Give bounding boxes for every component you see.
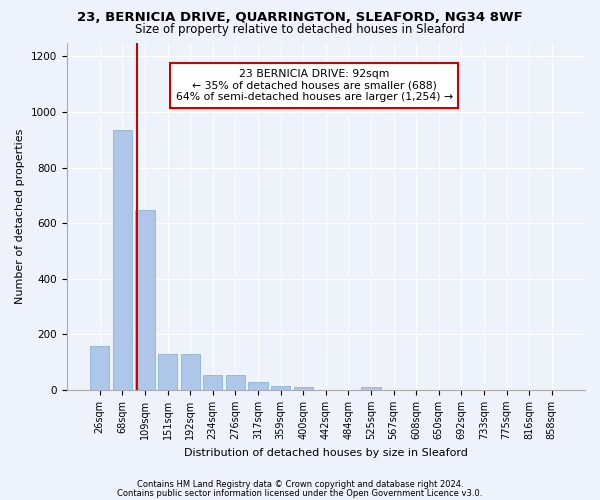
Bar	[293, 386, 313, 390]
Bar	[203, 374, 223, 390]
Bar	[158, 354, 177, 390]
Text: 23, BERNICIA DRIVE, QUARRINGTON, SLEAFORD, NG34 8WF: 23, BERNICIA DRIVE, QUARRINGTON, SLEAFOR…	[77, 11, 523, 24]
Bar	[226, 374, 245, 390]
Bar	[361, 386, 380, 390]
Text: Contains public sector information licensed under the Open Government Licence v3: Contains public sector information licen…	[118, 488, 482, 498]
Y-axis label: Number of detached properties: Number of detached properties	[15, 128, 25, 304]
Bar	[136, 210, 155, 390]
Bar	[90, 346, 109, 390]
Bar	[248, 382, 268, 390]
Text: Contains HM Land Registry data © Crown copyright and database right 2024.: Contains HM Land Registry data © Crown c…	[137, 480, 463, 489]
Bar	[271, 386, 290, 390]
Text: Size of property relative to detached houses in Sleaford: Size of property relative to detached ho…	[135, 22, 465, 36]
Bar	[181, 354, 200, 390]
Bar	[113, 130, 132, 390]
Text: 23 BERNICIA DRIVE: 92sqm
← 35% of detached houses are smaller (688)
64% of semi-: 23 BERNICIA DRIVE: 92sqm ← 35% of detach…	[176, 69, 453, 102]
X-axis label: Distribution of detached houses by size in Sleaford: Distribution of detached houses by size …	[184, 448, 468, 458]
